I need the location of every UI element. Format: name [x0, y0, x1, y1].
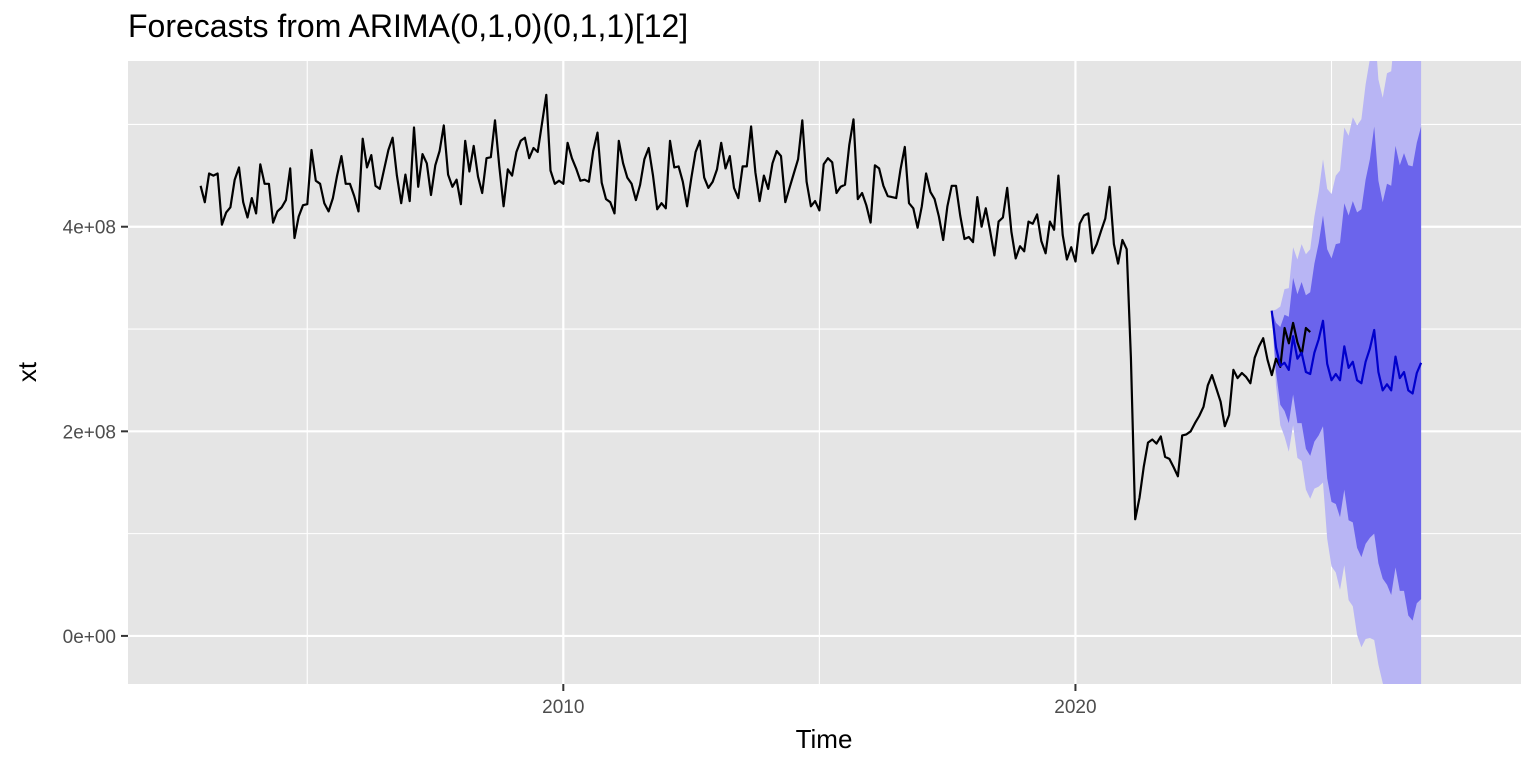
y-tick-label: 2e+08 [63, 422, 116, 443]
chart-title: Forecasts from ARIMA(0,1,0)(0,1,1)[12] [128, 8, 689, 44]
major-gridlines [128, 61, 1521, 684]
axes-layer: 2010 2020 0e+00 2e+08 4e+08 [63, 218, 1097, 718]
x-tick-label: 2010 [542, 697, 584, 718]
y-tick-label: 0e+00 [63, 627, 116, 648]
x-axis-title: Time [796, 724, 853, 754]
series-layer [199, 61, 1423, 684]
x-tick-label: 2020 [1054, 697, 1096, 718]
prediction-interval-80 [1271, 126, 1422, 621]
forecast-mean-line [1270, 310, 1423, 395]
y-axis-title: xt [12, 361, 42, 382]
observed-series-line [199, 93, 1311, 521]
y-tick-label: 4e+08 [63, 218, 116, 239]
